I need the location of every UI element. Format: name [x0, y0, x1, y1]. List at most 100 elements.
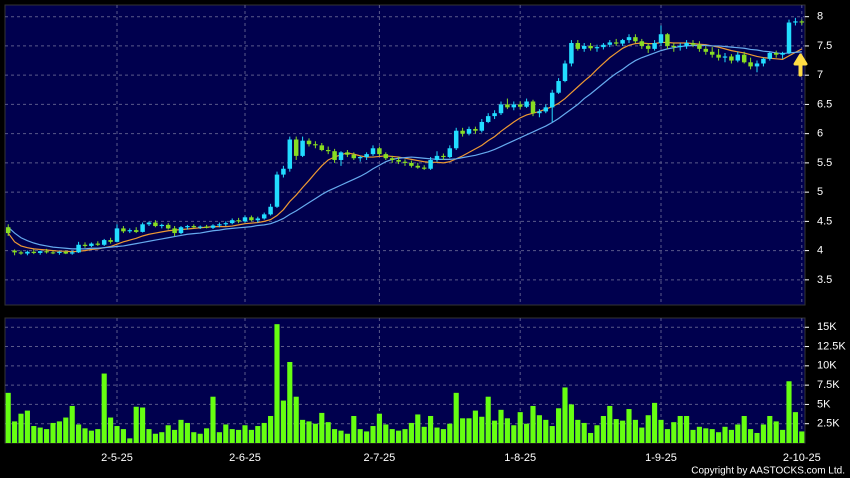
volume-bar: [632, 419, 638, 443]
candle-body: [127, 230, 133, 232]
volume-bar: [645, 415, 651, 443]
volume-bar: [434, 427, 440, 443]
volume-bar: [293, 396, 299, 443]
candle-body: [293, 139, 299, 156]
volume-bar: [703, 428, 709, 443]
candle-body: [31, 251, 37, 253]
volume-bar: [754, 432, 760, 443]
x-tick-label: 2-6-25: [229, 452, 261, 464]
volume-bar: [658, 419, 664, 443]
candle-body: [345, 152, 350, 155]
candle-body: [607, 42, 613, 45]
volume-bar: [517, 412, 523, 443]
candle-body: [325, 150, 331, 152]
candle-body: [146, 222, 152, 225]
candle-body: [63, 251, 69, 254]
candle-body: [25, 251, 30, 254]
volume-bar: [69, 405, 75, 443]
candle-body: [69, 252, 75, 254]
candle-body: [95, 243, 101, 245]
volume-bar: [799, 431, 805, 443]
candle-body: [722, 56, 728, 58]
candle-body: [524, 101, 529, 107]
price-panel: [4, 4, 806, 306]
volume-bar: [428, 415, 434, 443]
candle-body: [101, 240, 107, 245]
volume-bar: [504, 418, 510, 443]
candle-body: [121, 228, 126, 232]
volume-bar: [127, 438, 133, 443]
volume-bar: [588, 432, 594, 443]
candle-body: [601, 44, 606, 48]
candle-body: [549, 92, 555, 108]
candle-body: [319, 145, 325, 151]
x-tick-label: 2-10-25: [783, 452, 821, 464]
candle-body: [44, 251, 49, 253]
candle-body: [274, 174, 280, 207]
volume-bar: [101, 373, 107, 443]
candle-body: [223, 223, 229, 225]
volume-bar: [357, 429, 363, 443]
plot-layer: 3.5 4 4.5 5 5.5 6 6.5 7 7.5 8 2.5K 5K 7.5K 10K 12.5K 15…: [5, 5, 846, 464]
candle-body: [76, 244, 81, 253]
volume-bar: [76, 424, 82, 443]
arrow-icon: [793, 53, 808, 77]
candle-body: [114, 228, 120, 242]
volume-bar: [204, 428, 210, 443]
volume-bar: [568, 404, 574, 443]
volume-bar: [12, 421, 18, 443]
volume-bar: [760, 424, 766, 443]
volume-bar: [549, 426, 555, 443]
y-tick-label: 15K: [817, 321, 837, 333]
volume-bar: [88, 430, 94, 443]
candle-body: [313, 144, 318, 146]
candle-body: [172, 228, 177, 234]
volume-bar: [786, 381, 792, 443]
candle-body: [364, 154, 369, 158]
candle-body: [588, 45, 593, 49]
volume-bar: [255, 426, 261, 443]
volume-bar: [140, 407, 146, 443]
volume-bar: [332, 429, 338, 443]
volume-bar: [741, 415, 747, 443]
candle-body: [633, 37, 638, 42]
volume-bar: [728, 429, 734, 443]
candle-body: [261, 214, 267, 219]
volume-bar: [146, 429, 152, 443]
candle-body: [12, 250, 17, 253]
candle-body: [453, 130, 459, 149]
candle-body: [242, 217, 248, 222]
volume-bar: [492, 420, 498, 443]
y-tick-label: 2.5K: [817, 418, 840, 430]
volume-bar: [722, 426, 728, 443]
x-tick-label: 2-5-25: [101, 452, 133, 464]
volume-bar: [31, 426, 37, 443]
candle-body: [690, 43, 696, 45]
candle-body: [767, 52, 773, 59]
volume-bar: [652, 402, 658, 443]
volume-bar: [5, 392, 11, 443]
candle-body: [460, 130, 465, 134]
candle-body: [159, 224, 165, 227]
candle-body: [716, 54, 721, 58]
volume-bar: [498, 409, 504, 443]
candle-body: [229, 220, 235, 224]
candle-body: [210, 225, 216, 228]
volume-bar: [690, 429, 696, 443]
candle-body: [671, 45, 677, 48]
volume-bar: [114, 426, 120, 443]
volume-bar: [95, 429, 101, 443]
candle-body: [697, 44, 702, 49]
volume-bar: [376, 413, 382, 443]
candle-body: [652, 43, 657, 49]
candle-body: [108, 240, 113, 242]
candle-body: [434, 155, 440, 160]
volume-bar: [351, 415, 357, 443]
volume-bar: [210, 396, 216, 443]
volume-bar: [626, 409, 632, 443]
volume-bar: [389, 429, 395, 443]
volume-bar: [767, 415, 773, 443]
volume-bar: [37, 427, 43, 443]
candle-body: [18, 252, 24, 254]
